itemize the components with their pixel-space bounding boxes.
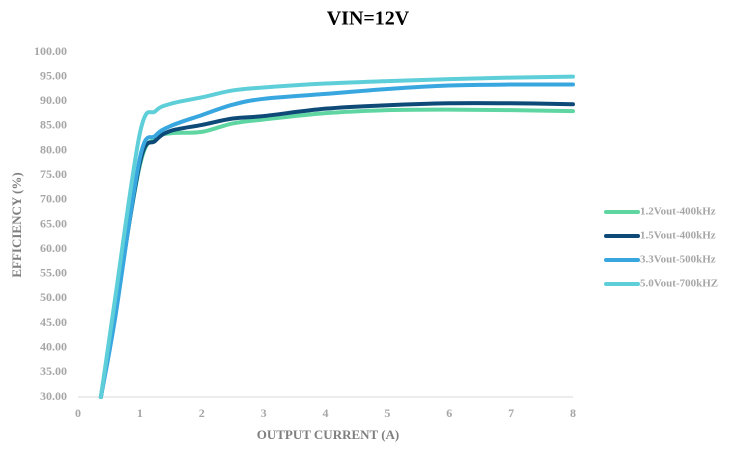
- x-tick-label: 8: [570, 406, 576, 420]
- series-line: [98, 101, 575, 399]
- series-line: [98, 107, 575, 399]
- series-line: [98, 74, 575, 399]
- y-tick-label: 80.00: [40, 142, 67, 156]
- y-tick-label: 60.00: [40, 241, 67, 255]
- x-tick-label: 6: [446, 406, 452, 420]
- y-axis-title: EFFICIENCY (%): [9, 172, 24, 277]
- legend-label: 1.2Vout-400kHz: [640, 206, 716, 218]
- y-tick-label: 85.00: [40, 118, 67, 132]
- x-tick-label: 7: [508, 406, 514, 420]
- legend-label: 1.5Vout-400kHz: [640, 230, 716, 242]
- x-tick-label: 5: [384, 406, 390, 420]
- x-tick-label: 2: [199, 406, 205, 420]
- legend-label: 3.3Vout-500kHz: [640, 254, 716, 266]
- y-tick-label: 90.00: [40, 93, 67, 107]
- y-tick-label: 30.00: [40, 389, 67, 403]
- y-tick-label: 95.00: [40, 68, 67, 82]
- y-tick-label: 40.00: [40, 339, 67, 353]
- series-line: [98, 82, 575, 399]
- y-tick-label: 65.00: [40, 216, 67, 230]
- y-tick-label: 50.00: [40, 290, 67, 304]
- x-axis-title: OUTPUT CURRENT (A): [257, 427, 400, 442]
- y-tick-label: 35.00: [40, 364, 67, 378]
- y-tick-label: 55.00: [40, 266, 67, 280]
- chart-title: VIN=12V: [327, 8, 410, 30]
- y-tick-label: 45.00: [40, 315, 67, 329]
- legend-label: 5.0Vout-700kHZ: [640, 278, 718, 290]
- x-tick-label: 4: [323, 406, 329, 420]
- x-tick-label: 0: [75, 406, 81, 420]
- y-tick-label: 100.00: [34, 44, 67, 58]
- y-tick-label: 75.00: [40, 167, 67, 181]
- x-tick-label: 1: [137, 406, 143, 420]
- y-tick-label: 70.00: [40, 192, 67, 206]
- x-tick-label: 3: [261, 406, 267, 420]
